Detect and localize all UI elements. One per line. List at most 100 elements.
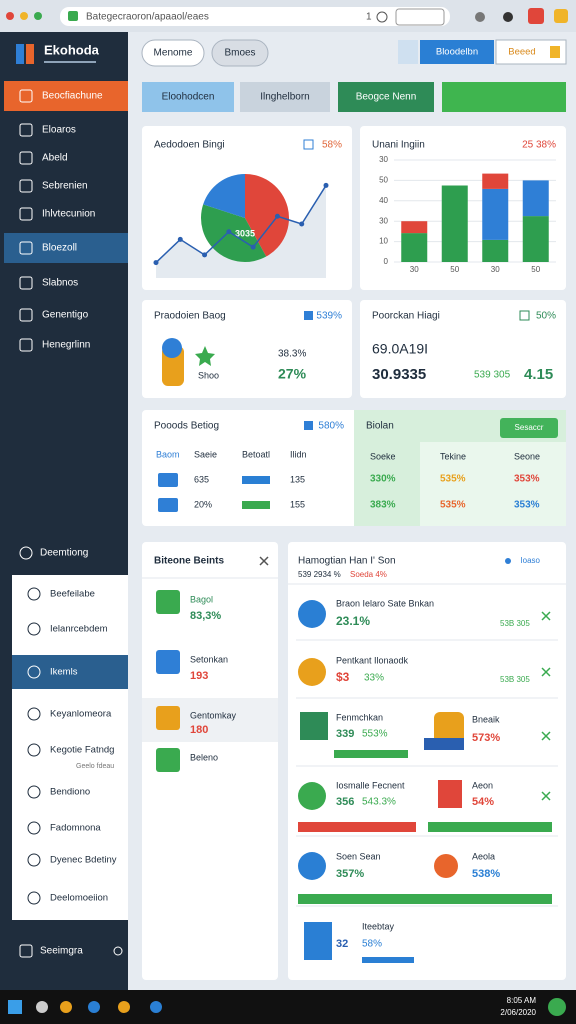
row-icon xyxy=(434,854,458,878)
menu-item[interactable]: Eloaros xyxy=(42,125,76,136)
tab-label[interactable]: Ilnghelborn xyxy=(260,92,309,103)
address-bar[interactable] xyxy=(60,7,450,26)
row-bar xyxy=(298,822,416,832)
pie-slice xyxy=(245,174,290,257)
menu-item[interactable]: Abeld xyxy=(42,153,68,164)
line-point xyxy=(153,260,159,266)
menu-item[interactable]: Slabnos xyxy=(42,278,78,289)
menu-item[interactable]: Bloezoll xyxy=(42,243,77,254)
filter[interactable]: Ioaso xyxy=(520,556,540,565)
submenu-item[interactable]: Ikemls xyxy=(50,667,78,678)
line-point xyxy=(202,252,208,258)
submenu-item[interactable]: Dyenec Bdetiny xyxy=(50,855,117,866)
menu-icon xyxy=(19,207,33,221)
tab-label[interactable]: Eloohodcen xyxy=(162,92,215,103)
logo-text: Ekohoda xyxy=(44,42,100,57)
taskbar-icon[interactable] xyxy=(88,1001,100,1013)
notification-icon[interactable] xyxy=(548,998,566,1016)
submenu-item[interactable]: Bendiono xyxy=(50,787,90,798)
item-name[interactable]: Bagol xyxy=(190,594,213,604)
taskbar-icon[interactable] xyxy=(150,1001,162,1013)
list-icon xyxy=(156,706,180,730)
submenu-note: Geelo fdeau xyxy=(76,763,114,770)
bar-segment xyxy=(482,239,509,262)
row-bar xyxy=(428,822,552,832)
profile-icon[interactable] xyxy=(528,8,544,24)
tab-label[interactable]: Beogce Nenn xyxy=(356,92,417,103)
window-dot xyxy=(20,12,28,20)
card-title: Aedodoen Bingi xyxy=(154,140,225,151)
submenu-item[interactable]: Kegotie Fatndg xyxy=(50,745,114,756)
pill[interactable] xyxy=(141,39,205,67)
side-name: Bneaik xyxy=(472,714,500,724)
pill[interactable] xyxy=(211,39,269,67)
item-name[interactable]: Gentomkay xyxy=(190,710,237,720)
star-icon xyxy=(195,346,215,366)
bar-segment xyxy=(401,221,428,234)
row-name: Iosmalle Fecnent xyxy=(336,780,405,790)
menu-item[interactable]: Beocfiachune xyxy=(42,91,103,102)
note: 539 305 xyxy=(474,370,511,381)
tab[interactable] xyxy=(142,82,234,112)
badge: 50% xyxy=(536,311,556,322)
bar-segment xyxy=(482,188,509,240)
highlight-value: 4.15 xyxy=(524,366,553,383)
filter-dot xyxy=(505,558,511,564)
row-change: 543.3% xyxy=(362,797,396,808)
submenu-item[interactable]: Ielanrcebdem xyxy=(50,624,108,635)
menu-item[interactable]: Sebrenien xyxy=(42,181,88,192)
caption: Shoo xyxy=(198,370,219,380)
tab-number: 1 xyxy=(366,12,372,23)
card xyxy=(288,542,566,980)
menu-item[interactable]: Genentigo xyxy=(42,310,89,321)
item-name[interactable]: Setonkan xyxy=(190,654,228,664)
row-value: 23.1% xyxy=(336,614,370,628)
menu-highlight xyxy=(4,81,128,111)
taskbar-icon[interactable] xyxy=(60,1001,72,1013)
nav-icon xyxy=(503,12,513,22)
button-icon xyxy=(550,46,560,58)
button-label[interactable]: Bloodelbn xyxy=(436,47,478,58)
bar-segment xyxy=(401,233,428,262)
column-header: Soeke xyxy=(370,451,396,461)
x-tick-label: 30 xyxy=(491,265,500,274)
cell: 353% xyxy=(514,474,540,485)
taskbar-icon[interactable] xyxy=(118,1001,130,1013)
pill-label[interactable]: Bmoes xyxy=(224,48,255,59)
icon-button[interactable] xyxy=(398,40,418,64)
coins-icon xyxy=(434,712,464,746)
submenu-item[interactable]: Beefeilabe xyxy=(50,589,95,600)
logo-icon xyxy=(16,44,24,64)
tab[interactable] xyxy=(338,82,434,112)
submenu-item[interactable]: Keyanlomeora xyxy=(50,709,112,720)
start-icon[interactable] xyxy=(8,1000,22,1014)
submenu-icon xyxy=(27,853,41,867)
tab[interactable] xyxy=(240,82,330,112)
button-label[interactable]: Sesaccr xyxy=(515,423,544,432)
badge-icon xyxy=(304,421,313,430)
submenu-item[interactable]: Fadomnona xyxy=(50,823,101,834)
item-name[interactable]: Beleno xyxy=(190,752,218,762)
cell: 535% xyxy=(440,474,466,485)
button[interactable] xyxy=(420,40,494,64)
menu-item[interactable]: Henegrlinn xyxy=(42,340,90,351)
menu-item[interactable]: Ihlvtecunion xyxy=(42,209,95,220)
button[interactable] xyxy=(500,418,558,438)
button-label[interactable]: Beeed xyxy=(508,47,535,58)
submenu-icon xyxy=(27,622,41,636)
sidebar-footer[interactable]: Seeimgra xyxy=(40,946,83,957)
submenu-item[interactable]: Deelomoeiion xyxy=(50,893,108,904)
card-title: Hamogtian Han I' Son xyxy=(298,556,396,567)
list-icon xyxy=(156,748,180,772)
logo-underline xyxy=(44,61,96,63)
badge-icon xyxy=(304,311,313,320)
menu-highlight xyxy=(4,233,128,263)
tab[interactable] xyxy=(442,82,566,112)
column-header: Seone xyxy=(514,451,540,461)
pill-label[interactable]: Menome xyxy=(154,48,193,59)
menu-icon[interactable] xyxy=(554,9,568,23)
extension-box[interactable] xyxy=(395,8,445,26)
item-value: 180 xyxy=(190,724,208,736)
taskbar-icon[interactable] xyxy=(36,1001,48,1013)
bar-segment xyxy=(441,185,468,262)
